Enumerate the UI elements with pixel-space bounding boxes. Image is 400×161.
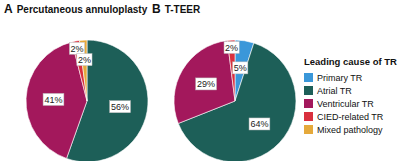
html-text:Atrial TR: Atrial TR: [317, 85, 352, 96]
svg-text:2%: 2%: [71, 44, 84, 54]
html-text:CIED-related TR: CIED-related TR: [317, 111, 384, 122]
html-text:Primary TR: Primary TR: [317, 72, 363, 83]
svg-text:29%: 29%: [197, 79, 215, 89]
svg-text:2%: 2%: [225, 43, 238, 53]
html-text:B T-TEER: B T-TEER: [152, 2, 201, 16]
html-text:Mixed pathology: Mixed pathology: [317, 124, 383, 135]
svg-text:56%: 56%: [111, 102, 129, 112]
svg-text:2%: 2%: [78, 55, 91, 65]
svg-text:64%: 64%: [250, 119, 268, 129]
html-text:Leading cause of TR: Leading cause of TR: [304, 56, 397, 67]
html-text:A Percutaneous annuloplasty: A Percutaneous annuloplasty: [4, 2, 148, 16]
svg-text:41%: 41%: [44, 95, 62, 105]
html-text:Ventricular TR: Ventricular TR: [317, 98, 374, 109]
svg-text:5%: 5%: [234, 63, 247, 73]
